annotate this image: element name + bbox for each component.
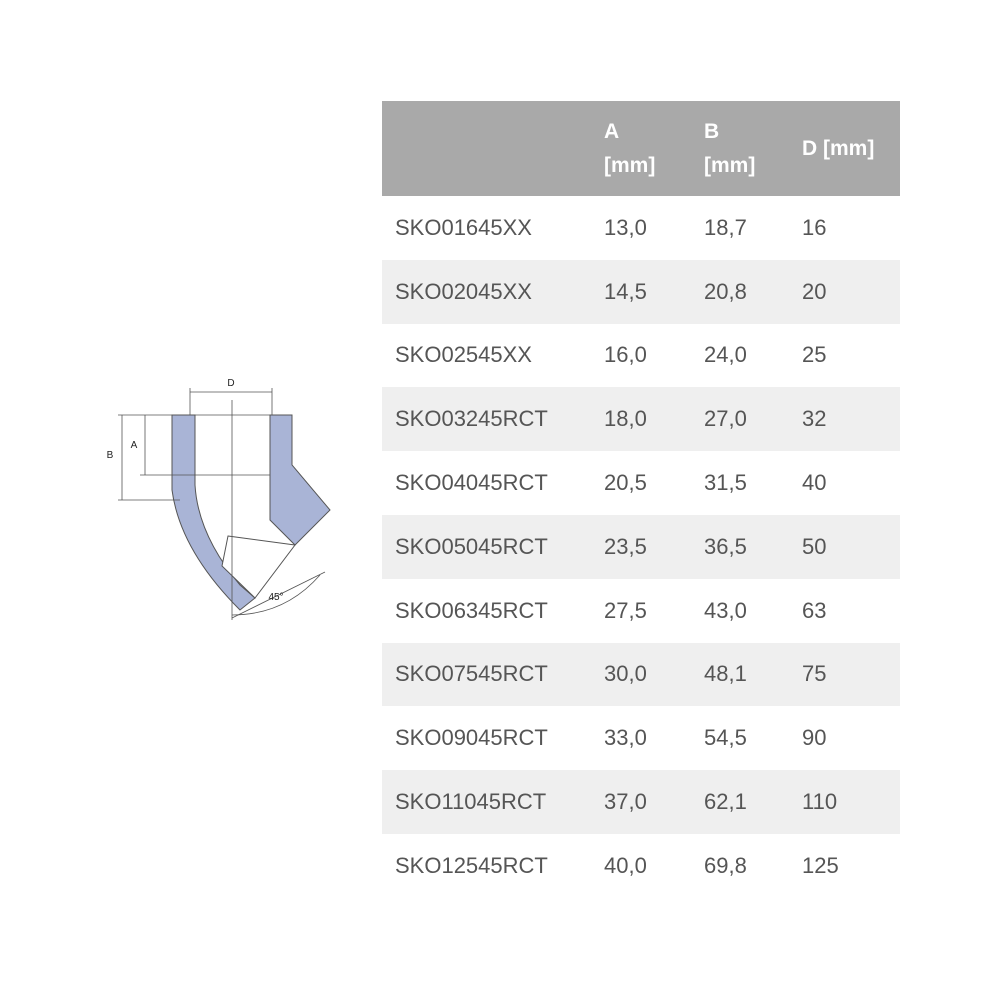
header-cell: B [mm] <box>704 119 756 177</box>
table-row: SKO01645XX 13,0 18,7 16 <box>382 196 900 260</box>
table-row: SKO02045XX 14,5 20,8 20 <box>382 259 900 324</box>
socket-opening <box>221 535 296 599</box>
table-cell: 40 <box>802 470 827 496</box>
table-cell: 40,0 <box>604 852 647 878</box>
table-cell: SKO05045RCT <box>395 533 548 559</box>
table-cell: 13,0 <box>604 214 647 240</box>
table-cell: 90 <box>802 725 827 751</box>
table-cell: 32 <box>802 406 827 432</box>
table-cell: SKO04045RCT <box>395 470 548 496</box>
table-cell: SKO11045RCT <box>395 789 547 815</box>
table-row: SKO12545RCT 40,0 69,8 125 <box>382 834 900 898</box>
table-cell: 20,5 <box>604 470 647 496</box>
table-cell: SKO06345RCT <box>395 597 548 623</box>
table-cell: 125 <box>802 852 839 878</box>
table-cell: SKO03245RCT <box>395 406 548 432</box>
table-row: SKO06345RCT 27,5 43,0 63 <box>382 579 900 643</box>
table-cell: 36,5 <box>704 533 747 559</box>
table-cell: SKO12545RCT <box>395 852 548 878</box>
table-cell: 24,0 <box>704 342 747 368</box>
table-cell: 27,5 <box>604 597 647 623</box>
table-cell: 31,5 <box>704 470 747 496</box>
table-cell: 23,5 <box>604 533 647 559</box>
table-cell: 20 <box>802 278 827 304</box>
table-row: SKO04045RCT 20,5 31,5 40 <box>382 451 900 515</box>
table-row: SKO09045RCT 33,0 54,5 90 <box>382 706 900 770</box>
table-cell: 43,0 <box>704 597 747 623</box>
table-row: SKO07545RCT 30,0 48,1 75 <box>382 642 900 707</box>
dimension-table: A [mm] B [mm] D [mm] SKO01645XX 13,0 18,7 1… <box>382 101 900 898</box>
table-cell: 75 <box>802 661 827 687</box>
table-row: SKO02545XX 16,0 24,0 25 <box>382 324 900 388</box>
table-row: SKO11045RCT 37,0 62,1 110 <box>382 770 900 834</box>
table-cell: SKO07545RCT <box>395 661 548 687</box>
table-cell: 30,0 <box>604 661 647 687</box>
label-b: B <box>107 450 114 461</box>
label-a: A <box>131 440 138 451</box>
table-cell: 62,1 <box>704 789 747 815</box>
label-d: D <box>227 378 234 389</box>
table-cell: SKO09045RCT <box>395 725 548 751</box>
table-cell: 18,0 <box>604 406 647 432</box>
label-angle: 45° <box>268 592 283 603</box>
table-cell: 37,0 <box>604 789 647 815</box>
table-header: A [mm] B [mm] D [mm] <box>382 101 900 196</box>
table-cell: 18,7 <box>704 214 747 240</box>
header-cell: D [mm] <box>802 136 875 160</box>
table-cell: SKO02045XX <box>395 278 532 304</box>
table-cell: 54,5 <box>704 725 747 751</box>
table-cell: 50 <box>802 533 827 559</box>
table-cell: 16 <box>802 214 827 240</box>
table-cell: 48,1 <box>704 661 747 687</box>
fitting-wall-right <box>269 414 331 546</box>
fitting-diagram: D A B 45° <box>107 378 331 620</box>
table-cell: 69,8 <box>704 852 747 878</box>
table-cell: 33,0 <box>604 725 647 751</box>
table-row: SKO05045RCT 23,5 36,5 50 <box>382 514 900 579</box>
table-cell: 25 <box>802 342 827 368</box>
table-row: SKO03245RCT 18,0 27,0 32 <box>382 387 900 452</box>
table-cell: 14,5 <box>604 278 647 304</box>
table-cell: 63 <box>802 597 827 623</box>
table-cell: 110 <box>802 789 838 815</box>
table-cell: 27,0 <box>704 406 747 432</box>
table-cell: 20,8 <box>704 278 747 304</box>
table-cell: SKO02545XX <box>395 342 532 368</box>
table-cell: 16,0 <box>604 342 647 368</box>
table-cell: SKO01645XX <box>395 214 532 240</box>
header-cell: A [mm] <box>604 119 656 177</box>
table-body: SKO01645XX 13,0 18,7 16 SKO02045XX 14,5 20,8 20… <box>382 196 900 898</box>
